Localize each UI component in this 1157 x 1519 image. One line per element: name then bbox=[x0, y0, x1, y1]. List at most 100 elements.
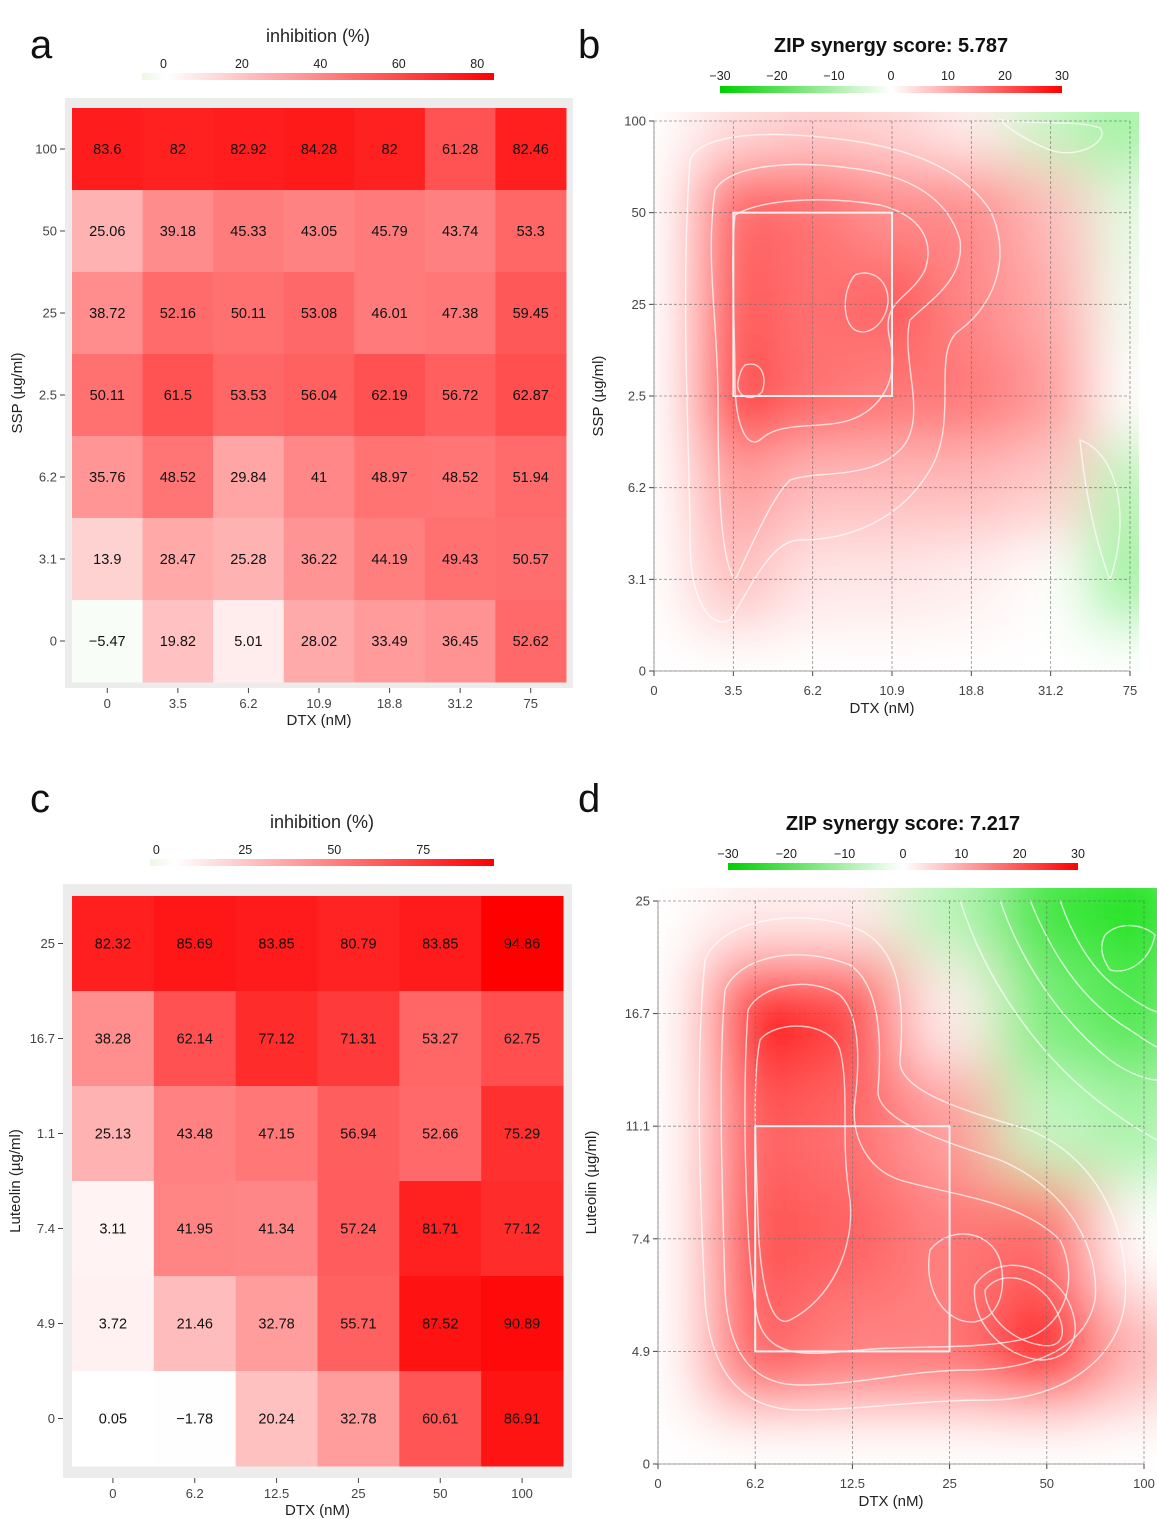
x-tick-label: 3.5 bbox=[169, 696, 187, 711]
legend-tick-label: 25 bbox=[238, 843, 252, 857]
cell-value-label: 94.86 bbox=[504, 937, 540, 953]
highlight-region-box bbox=[732, 211, 893, 397]
heatmap-cell bbox=[481, 991, 564, 1087]
heatmap-cell bbox=[424, 600, 496, 683]
legend-tick-label: 0 bbox=[888, 69, 895, 83]
panel-letter: d bbox=[578, 777, 600, 821]
contour-line bbox=[928, 1233, 1004, 1323]
x-tick-label: 6.2 bbox=[746, 1476, 764, 1491]
legend-tick-label: 20 bbox=[1013, 847, 1027, 861]
heatmap-cell bbox=[495, 518, 567, 601]
heatmap-cell bbox=[213, 436, 285, 519]
heatmap-cell bbox=[142, 272, 214, 355]
x-tick-label: 12.5 bbox=[840, 1476, 865, 1491]
heatmap-cell bbox=[153, 1086, 237, 1182]
y-tick-label: 0 bbox=[48, 1411, 55, 1426]
legend-tick-label: 0 bbox=[900, 847, 907, 861]
heatmap-cell bbox=[142, 190, 214, 273]
cell-value-label: 25.13 bbox=[95, 1127, 131, 1143]
cell-value-label: 50.11 bbox=[90, 388, 125, 404]
heatmap-cell bbox=[283, 436, 355, 519]
heatmap-cell bbox=[153, 1371, 237, 1467]
heatmap-cell bbox=[142, 354, 214, 437]
synergy-value-cell bbox=[654, 625, 694, 672]
heatmap-cell bbox=[72, 190, 144, 273]
cell-value-label: 62.75 bbox=[504, 1032, 540, 1048]
legend-colorbar bbox=[150, 859, 494, 866]
panel-a-heatmap: a inhibition (%) 0 20 40 60 80 83.6 82 82.92 84.28… bbox=[9, 23, 573, 729]
contour-line bbox=[844, 272, 889, 333]
y-tick-label: 6.2 bbox=[628, 480, 646, 495]
heatmap-cell bbox=[495, 436, 567, 519]
legend-tick-label: −10 bbox=[834, 847, 855, 861]
cell-value-label: 20.24 bbox=[258, 1412, 294, 1428]
x-axis-title: DTX (nM) bbox=[850, 700, 915, 717]
cell-value-label: 77.12 bbox=[504, 1222, 540, 1238]
heatmap-cell bbox=[354, 108, 426, 191]
heatmap-cell bbox=[354, 190, 426, 273]
cell-value-label: 13.9 bbox=[93, 552, 121, 568]
synergy-value-cell bbox=[1095, 1407, 1157, 1464]
y-tick-label: 16.7 bbox=[30, 1031, 55, 1046]
x-tick-label: 100 bbox=[511, 1486, 533, 1501]
legend-tick-label: 50 bbox=[327, 843, 341, 857]
x-tick-label: 75 bbox=[523, 696, 537, 711]
legend-tick-label: −30 bbox=[709, 69, 730, 83]
contour-line bbox=[1079, 438, 1121, 583]
heatmap-cell bbox=[72, 108, 144, 191]
synergy-value-cell bbox=[658, 1407, 707, 1464]
heatmap-cell bbox=[72, 354, 144, 437]
cell-value-label: 33.49 bbox=[371, 634, 407, 650]
y-tick-label: 4.9 bbox=[37, 1316, 55, 1331]
cell-value-label: 48.52 bbox=[160, 470, 196, 486]
heatmap-cell bbox=[424, 190, 496, 273]
cell-value-label: 36.22 bbox=[301, 552, 337, 568]
cell-value-label: 81.71 bbox=[422, 1222, 458, 1238]
cell-value-label: 32.78 bbox=[258, 1317, 294, 1333]
heatmap-cell bbox=[399, 991, 482, 1087]
cell-value-label: 71.31 bbox=[340, 1032, 376, 1048]
panel-letter: c bbox=[30, 777, 50, 821]
cell-value-label: 53.3 bbox=[517, 224, 545, 240]
cell-value-label: 43.48 bbox=[177, 1127, 213, 1143]
x-axis-title: DTX (nM) bbox=[859, 1493, 924, 1510]
heatmap-cell bbox=[317, 1181, 400, 1277]
x-tick-label: 10.9 bbox=[879, 683, 904, 698]
heatmap-cell bbox=[153, 1181, 237, 1277]
x-tick-label: 50 bbox=[433, 1486, 447, 1501]
panel-c-heatmap: c inhibition (%) 0 25 50 75 82.32 85.69 83.85 80.… bbox=[7, 777, 572, 1519]
cell-value-label: 28.02 bbox=[301, 634, 337, 650]
legend-tick-label: 40 bbox=[313, 57, 327, 71]
heatmap-cell bbox=[283, 600, 355, 683]
cell-value-label: 43.74 bbox=[442, 224, 478, 240]
y-axis-title: SSP (µg/ml) bbox=[9, 353, 26, 434]
legend-colorbar bbox=[142, 73, 494, 80]
cell-value-label: 38.72 bbox=[89, 306, 125, 322]
heatmap-cell bbox=[283, 272, 355, 355]
y-tick-label: 50 bbox=[43, 224, 57, 239]
heatmap-cell bbox=[481, 1276, 564, 1372]
cell-value-label: −5.47 bbox=[89, 634, 126, 650]
heatmap-cell bbox=[424, 108, 496, 191]
heatmap-cell bbox=[213, 190, 285, 273]
cell-value-label: 49.43 bbox=[442, 552, 478, 568]
heatmap-cell bbox=[399, 896, 482, 992]
x-tick-label: 31.2 bbox=[447, 696, 472, 711]
contour-line bbox=[732, 199, 929, 443]
x-tick-label: 18.8 bbox=[377, 696, 402, 711]
y-axis-title: SSP (µg/ml) bbox=[590, 356, 607, 437]
legend-tick-label: 75 bbox=[416, 843, 430, 857]
legend-colorbar bbox=[720, 86, 1062, 93]
heatmap-cell bbox=[235, 896, 318, 992]
cell-value-label: 75.29 bbox=[504, 1127, 540, 1143]
heatmap-cell bbox=[72, 896, 155, 992]
cell-value-label: 86.91 bbox=[504, 1412, 540, 1428]
heatmap-cell bbox=[317, 1086, 400, 1182]
cell-value-label: 46.01 bbox=[371, 306, 407, 322]
y-tick-label: 25 bbox=[41, 936, 55, 951]
heatmap-cell bbox=[424, 272, 496, 355]
legend-tick-label: 0 bbox=[153, 843, 160, 857]
cell-value-label: 56.04 bbox=[301, 388, 337, 404]
heatmap-cell bbox=[153, 896, 237, 992]
x-tick-label: 25 bbox=[351, 1486, 365, 1501]
